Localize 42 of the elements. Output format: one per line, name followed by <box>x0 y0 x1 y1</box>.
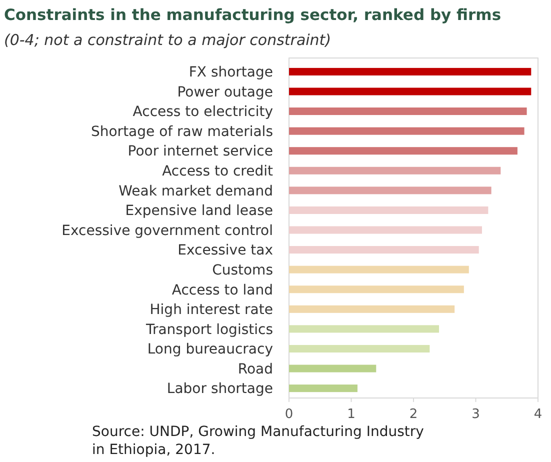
bar <box>289 88 532 96</box>
source-note: Source: UNDP, Growing Manufacturing Industry in Ethiopia, 2017. <box>92 424 424 458</box>
y-tick-label: Access to credit <box>162 164 274 180</box>
y-tick-label: Poor internet service <box>128 144 273 160</box>
y-tick-label: Excessive government control <box>62 222 273 239</box>
bar <box>289 186 492 194</box>
y-tick-label: Weak market demand <box>118 183 273 200</box>
y-tick-label: Excessive tax <box>178 242 273 259</box>
bar <box>289 364 376 372</box>
x-tick-label: 0 <box>284 407 294 422</box>
x-tick-label: 2 <box>409 407 418 422</box>
y-tick-label: Road <box>238 361 273 378</box>
y-tick-label: Labor shortage <box>166 381 273 398</box>
x-tick-label: 1 <box>347 407 356 422</box>
y-tick-label: High interest rate <box>150 302 273 318</box>
bar <box>289 286 464 294</box>
bar <box>289 147 518 155</box>
y-tick-label: FX shortage <box>188 64 273 81</box>
y-tick-label: Power outage <box>177 84 273 100</box>
bar <box>289 305 455 313</box>
bar <box>289 206 488 214</box>
chart-title: Constraints in the manufacturing sector, ranked by firms <box>4 6 502 24</box>
bar <box>289 108 527 116</box>
x-tick-label: 3 <box>472 407 480 422</box>
y-tick-label: Long bureaucracy <box>147 342 273 358</box>
y-tick-label: Transport logistics <box>144 322 273 338</box>
bar <box>289 325 440 333</box>
bar <box>289 344 430 352</box>
y-tick-label: Access to electricity <box>132 104 273 120</box>
y-tick-label: Expensive land lease <box>125 203 273 220</box>
x-tick-label: 4 <box>534 407 542 422</box>
text: (0-4; not a constraint to a major constraint) <box>4 31 332 49</box>
bar <box>289 68 532 76</box>
bar <box>289 127 524 135</box>
bar <box>289 166 501 174</box>
y-tick-label: Shortage of raw materials <box>90 124 273 140</box>
bar <box>289 226 482 234</box>
bar <box>289 246 479 254</box>
bar <box>289 266 469 274</box>
y-tick-label: Access to land <box>172 282 273 298</box>
bar <box>289 384 358 392</box>
y-tick-label: Customs <box>212 262 273 278</box>
